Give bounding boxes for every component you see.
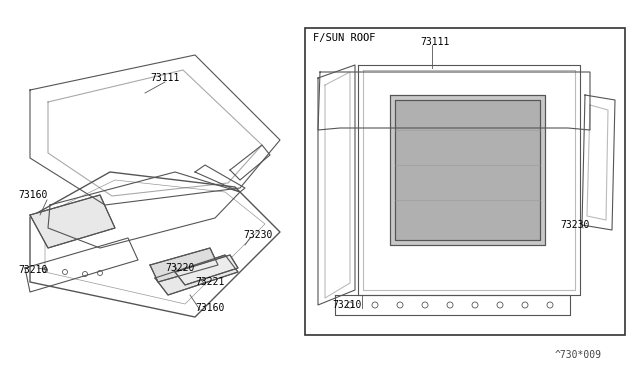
Polygon shape: [30, 195, 115, 248]
Bar: [305, 28, 625, 335]
Text: 73230: 73230: [560, 220, 589, 230]
Text: 73210: 73210: [18, 265, 47, 275]
Text: F/SUN ROOF: F/SUN ROOF: [313, 33, 376, 43]
Polygon shape: [390, 95, 545, 245]
Polygon shape: [175, 255, 238, 285]
Polygon shape: [155, 255, 238, 295]
Text: 73111: 73111: [150, 73, 179, 83]
Text: 73160: 73160: [195, 303, 225, 313]
Text: 73230: 73230: [243, 230, 273, 240]
Text: 73210: 73210: [332, 300, 362, 310]
Text: ^730*009: ^730*009: [555, 350, 602, 360]
Text: 73111: 73111: [420, 37, 449, 47]
Polygon shape: [150, 248, 218, 282]
Polygon shape: [395, 100, 540, 240]
Text: 73220: 73220: [165, 263, 195, 273]
Text: 73160: 73160: [18, 190, 47, 200]
Text: 73221: 73221: [195, 277, 225, 287]
